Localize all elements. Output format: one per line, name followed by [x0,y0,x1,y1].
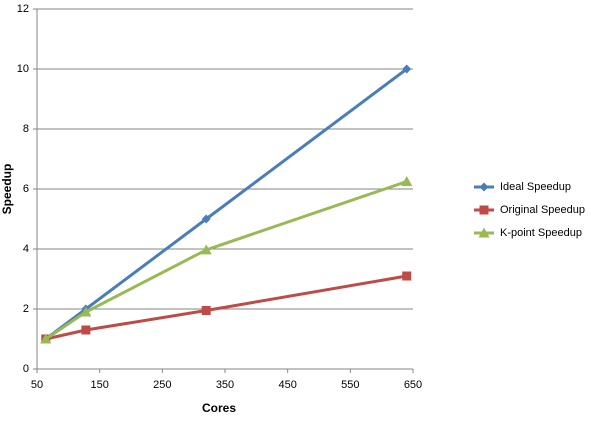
y-tick-label: 8 [23,123,29,135]
x-tick-label: 550 [341,379,359,391]
x-tick-label: 450 [278,379,296,391]
x-tick-label: 250 [153,379,171,391]
legend-label: Original Speedup [500,204,585,216]
y-tick-label: 0 [23,363,29,375]
x-tick-label: 350 [216,379,234,391]
x-tick-label: 150 [90,379,108,391]
legend-marker [478,227,490,238]
marker [81,325,91,335]
y-tick-label: 6 [23,183,29,195]
series-line [44,180,408,341]
marker [401,176,413,186]
x-axis-title: Cores [202,401,236,415]
marker [80,306,92,317]
y-tick-label: 12 [17,3,29,15]
legend-marker [479,182,489,192]
legend-marker [479,205,489,215]
marker [201,306,211,315]
x-tick-label: 50 [31,379,43,391]
legend-label: K-point Speedup [500,227,582,239]
y-axis-title: Speedup [0,164,14,215]
marker [40,333,52,344]
series-line [45,274,407,341]
x-tick-label: 650 [404,379,422,391]
series-line [44,67,408,341]
marker [402,64,412,74]
y-tick-label: 10 [17,63,29,75]
marker [402,271,412,281]
y-tick-label: 2 [23,303,29,315]
marker [200,244,212,255]
legend-label: Ideal Speedup [500,181,571,193]
y-tick-label: 4 [23,243,29,255]
marker [201,214,211,224]
